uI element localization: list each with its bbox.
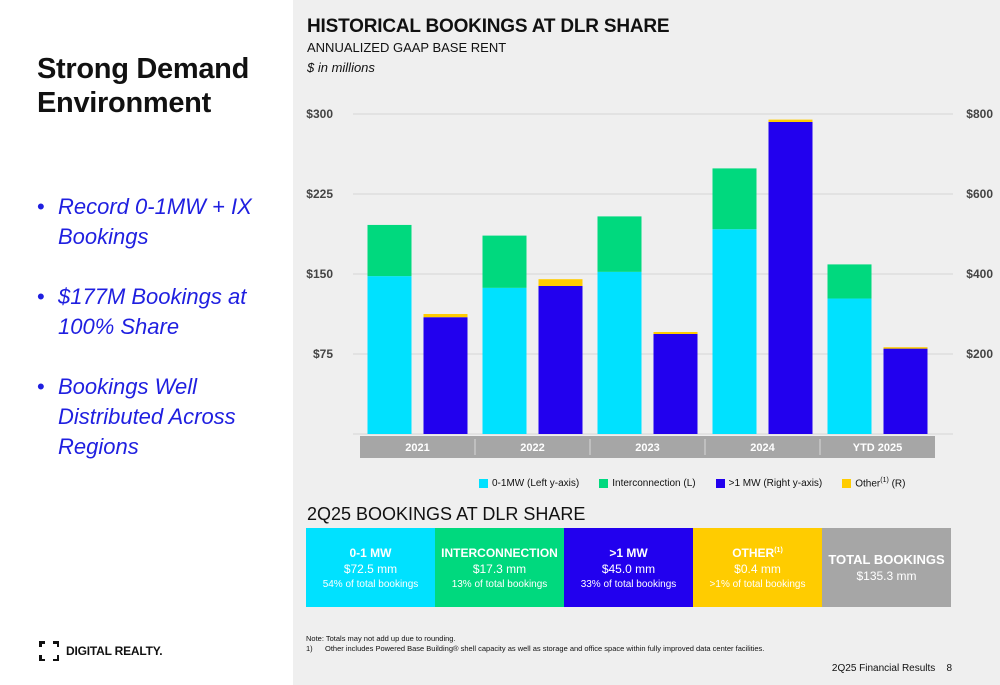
bar-segment-right [423,317,468,434]
bar-segment-left [597,271,642,434]
bar-segment-left [482,235,527,288]
category-tick-label: YTD 2025 [853,442,903,454]
category-axis-band [360,436,935,458]
page-number: 8 [946,663,952,674]
tile-name: OTHER(1) [732,545,783,560]
bar-segment-right [538,286,583,434]
title-line-1: Strong Demand [37,53,250,85]
bar-segment-left [827,298,872,434]
right-axis-tick-label: $200 [966,347,993,361]
category-tick-label: 2021 [405,442,429,454]
category-tick-label: 2024 [750,442,775,454]
tile-percent: 33% of total bookings [580,578,677,590]
footnote-text: Other includes Powered Base Building® sh… [325,644,765,653]
bar-segment-right [883,347,928,349]
bullet-text: Record 0-1MW + IX Bookings [58,194,252,249]
chart-legend: 0-1MW (Left y-axis) Interconnection (L) … [479,477,926,489]
right-axis-tick-label: $800 [966,107,993,121]
bar-segment-right [768,122,813,434]
bullet-text: Bookings Well Distributed Across Regions [58,374,236,459]
bar-segment-right [653,334,698,434]
section-title-2q25: 2Q25 BOOKINGS AT DLR SHARE [307,504,586,524]
bar-segment-right [538,279,583,286]
tile-name: TOTAL BOOKINGS [828,552,945,567]
logo-wordmark: DIGITAL REALTY. [66,644,163,658]
bar-segment-right [423,314,468,318]
legend-label: 0-1MW (Left y-axis) [492,477,580,489]
tile-percent: >1% of total bookings [709,578,806,590]
rounding-note: Note: Totals may not add up due to round… [306,634,456,643]
tile-percent: 13% of total bookings [451,578,548,590]
legend-item-other: Other(1) (R) [842,477,906,490]
title-line-2: Environment [37,87,211,119]
left-axis-tick-label: $225 [306,187,333,201]
bullet-item: • Bookings Well Distributed Across Region… [37,372,282,462]
bar-segment-right [768,119,813,122]
left-axis-tick-label: $300 [306,107,333,121]
chart-subtitle: ANNUALIZED GAAP BASE RENT [307,40,507,55]
tile-value: $45.0 mm [601,561,656,576]
bullet-dot: • [37,194,45,219]
bar-segment-left [827,264,872,299]
bookings-bar-chart: $75 $150 $225 $300 $200 $400 $600 $800 2021 2022 2… [306,107,993,458]
tile-value: $135.3 mm [856,569,917,583]
bar-segment-right [883,348,928,434]
bookings-tiles: 0-1 MW $72.5 mm 54% of total bookings IN… [306,528,951,607]
page-title: Strong Demand Environment [37,52,249,120]
page-footer: 2Q25 Financial Results 8 [832,663,952,674]
tile-0-1mw: 0-1 MW $72.5 mm 54% of total bookings [306,528,435,607]
legend-item-0-1mw: 0-1MW (Left y-axis) [479,477,579,489]
key-points-list: • Record 0-1MW + IX Bookings • $177M Booki… [37,192,282,492]
legend-label: Other(1) (R) [855,477,906,490]
tile-name: 0-1 MW [349,545,392,560]
chart-title: HISTORICAL BOOKINGS AT DLR SHARE [307,16,670,37]
bullet-text: $177M Bookings at 100% Share [58,284,247,339]
category-tick-label: 2023 [635,442,659,454]
bar-segment-left [367,224,412,277]
bullet-dot: • [37,374,45,399]
legend-label: >1 MW (Right y-axis) [728,477,823,489]
tile-other: OTHER(1) $0.4 mm >1% of total bookings [693,528,822,607]
right-axis-tick-label: $600 [966,187,993,201]
legend-swatch [842,478,852,488]
tile-percent: 54% of total bookings [322,578,419,590]
content-panel: HISTORICAL BOOKINGS AT DLR SHARE ANNUALI… [293,0,1000,685]
right-axis-tick-label: $400 [966,267,993,281]
left-axis-tick-label: $150 [306,267,333,281]
footer-label: 2Q25 Financial Results [831,663,936,674]
tile-interconnection: INTERCONNECTION $17.3 mm 13% of total bo… [435,528,564,607]
legend-item-gt1mw: >1 MW (Right y-axis) [715,477,823,489]
tile-value: $0.4 mm [734,561,781,576]
bullet-dot: • [37,284,45,309]
category-tick-label: 2022 [520,442,544,454]
bar-segment-left [712,168,757,230]
tile-gt1mw: >1 MW $45.0 mm 33% of total bookings [564,528,693,607]
bar-segment-left [367,276,412,434]
legend-swatch [479,478,488,488]
tile-value: $72.5 mm [343,561,398,576]
footnote-number: 1) [306,644,313,653]
tile-name: >1 MW [609,545,648,560]
bar-segment-left [482,287,527,434]
chart-unit: $ in millions [307,60,375,75]
left-column: Strong Demand Environment • Record 0-1MW … [0,0,293,685]
footnote-1: 1) Other includes Powered Base Building®… [306,644,764,654]
legend-swatch [715,478,725,488]
legend-label: Interconnection (L) [612,477,696,489]
tile-value: $17.3 mm [472,561,527,576]
bar-segment-right [653,332,698,334]
bullet-item: • Record 0-1MW + IX Bookings [37,192,282,252]
legend-swatch [599,478,609,488]
bar-segment-left [712,229,757,434]
logo-bracket-icon [39,641,59,661]
bullet-item: • $177M Bookings at 100% Share [37,282,282,342]
tile-name: INTERCONNECTION [441,545,558,560]
tile-total-bookings: TOTAL BOOKINGS $135.3 mm [822,528,951,607]
left-axis-tick-label: $75 [313,347,333,361]
bar-segment-left [597,216,642,272]
company-logo: DIGITAL REALTY. [39,641,163,661]
footnotes: Note: Totals may not add up due to round… [306,634,764,654]
legend-item-interconnection: Interconnection (L) [599,477,696,489]
